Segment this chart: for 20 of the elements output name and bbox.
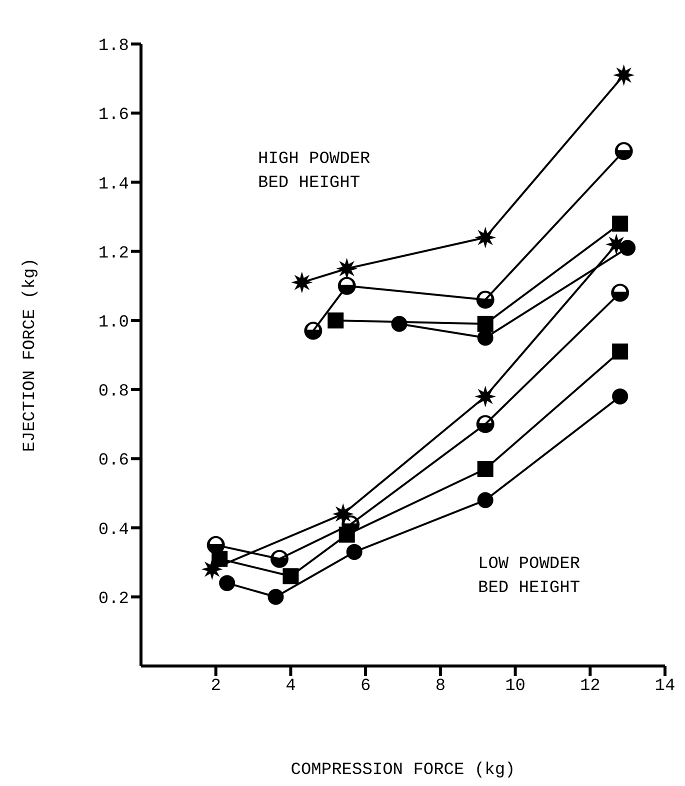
annotation: LOW POWDER BED HEIGHT (478, 554, 580, 600)
y-tick-label: 0.6 (98, 452, 129, 471)
y-tick-label: 0.4 (98, 520, 129, 540)
y-tick-label: 1.4 (98, 175, 129, 194)
y-tick-label: 0.2 (98, 590, 129, 609)
x-tick-label: 4 (286, 677, 296, 696)
y-tick-label: 1.0 (98, 313, 129, 332)
x-tick-label: 6 (360, 677, 371, 696)
annotation: HIGH POWDER BED HEIGHT (258, 149, 370, 195)
x-tick-label: 14 (654, 677, 676, 696)
x-axis-title: COMPRESSION FORCE (kg) (290, 761, 516, 780)
x-tick-label: 12 (580, 677, 600, 696)
y-tick-label: 1.2 (98, 244, 129, 264)
y-axis-title: EJECTION FORCE (kg) (21, 258, 40, 452)
x-tick-label: 10 (505, 677, 526, 696)
y-tick-label: 0.8 (98, 382, 129, 402)
y-tick-label: 1.6 (98, 106, 129, 126)
x-tick-label: 2 (210, 677, 221, 696)
y-tick-label: 1.8 (98, 37, 129, 56)
x-tick-label: 8 (435, 677, 446, 696)
